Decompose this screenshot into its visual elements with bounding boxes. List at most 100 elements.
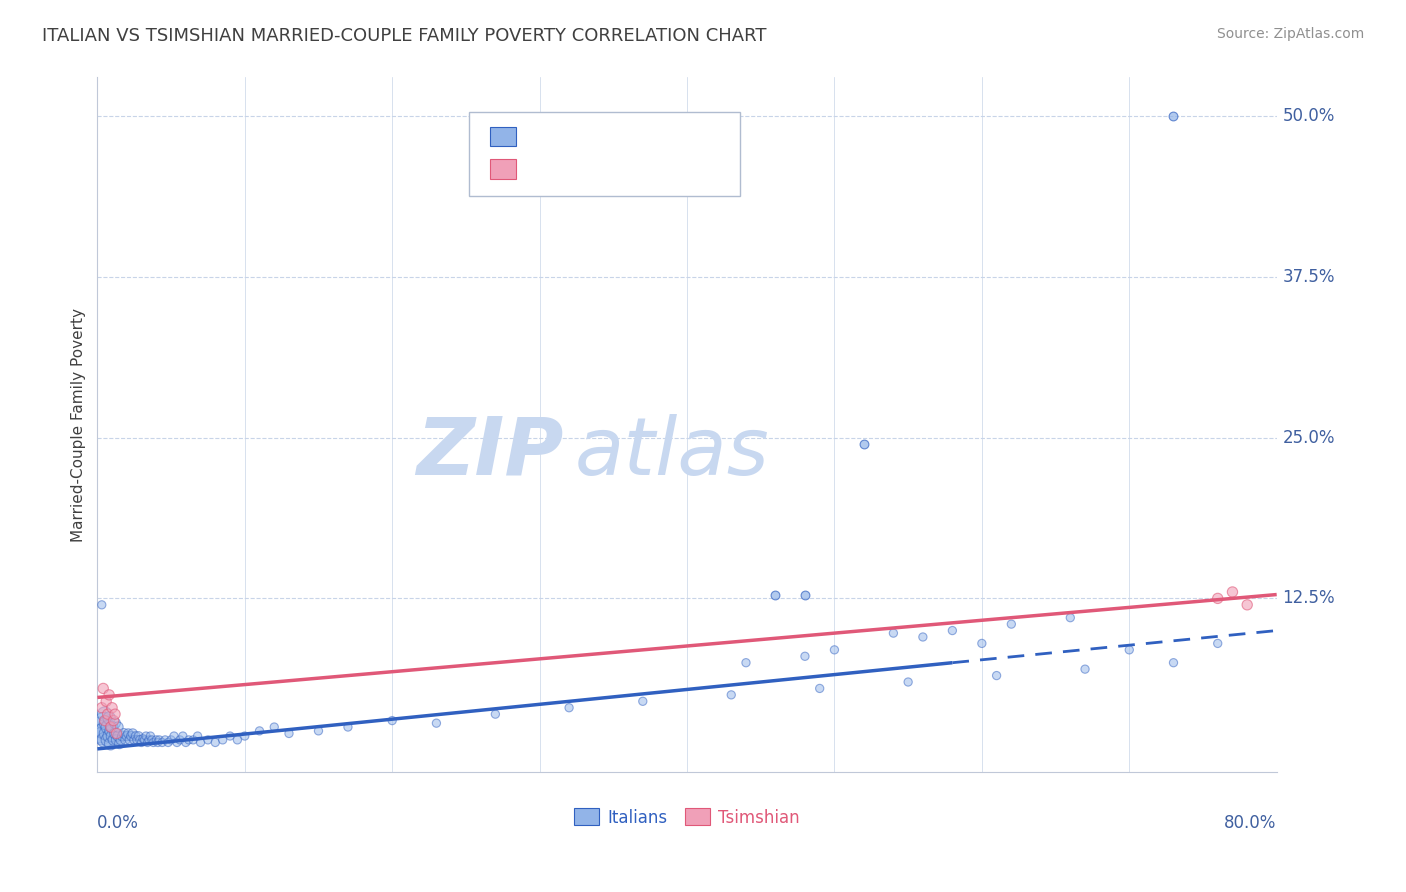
Point (169, 732, 191, 747)
Point (131, 735, 153, 749)
Point (1074, 662, 1097, 676)
Point (90, 598, 112, 612)
Point (941, 624, 963, 638)
Point (148, 732, 170, 747)
Point (970, 636, 993, 650)
Y-axis label: Married-Couple Family Poverty: Married-Couple Family Poverty (72, 308, 86, 541)
Point (631, 694, 654, 708)
Point (1163, 109, 1185, 123)
Text: 25.0%: 25.0% (1282, 429, 1336, 447)
Point (226, 732, 249, 747)
Point (100, 737, 122, 751)
Point (127, 732, 149, 747)
Text: 37.5%: 37.5% (1282, 268, 1336, 285)
Bar (491, 127, 516, 146)
Point (153, 732, 176, 747)
Point (160, 732, 183, 747)
Point (249, 723, 271, 738)
Point (808, 681, 831, 696)
Legend: Italians, Tsimshian: Italians, Tsimshian (568, 802, 806, 833)
Point (90, 729, 112, 743)
Point (911, 630, 934, 644)
Point (105, 726, 128, 740)
Point (1236, 598, 1258, 612)
Point (93, 707, 115, 722)
Point (986, 668, 1008, 682)
Point (96, 694, 118, 708)
Point (720, 688, 742, 702)
Point (139, 729, 162, 743)
Text: 0.0%: 0.0% (97, 814, 139, 831)
Point (146, 735, 169, 749)
Text: Source: ZipAtlas.com: Source: ZipAtlas.com (1216, 27, 1364, 41)
Point (1118, 643, 1140, 657)
Text: N = 14: N = 14 (616, 161, 679, 178)
Text: ZIP: ZIP (416, 414, 564, 491)
Point (97, 707, 120, 722)
Point (107, 720, 129, 734)
Point (97, 720, 120, 734)
Point (91, 681, 114, 696)
Point (897, 675, 920, 690)
Point (118, 732, 141, 747)
Point (882, 626, 904, 640)
Point (101, 720, 124, 734)
Point (425, 716, 447, 731)
Point (278, 726, 301, 740)
Point (103, 714, 125, 728)
Point (115, 729, 138, 743)
Text: 50.0%: 50.0% (1282, 107, 1334, 125)
Point (125, 729, 148, 743)
Point (97, 732, 120, 747)
Point (122, 732, 145, 747)
Point (381, 714, 404, 728)
Point (114, 732, 136, 747)
Point (166, 735, 188, 749)
Point (108, 737, 131, 751)
Point (110, 732, 132, 747)
Point (163, 729, 186, 743)
Point (157, 735, 180, 749)
Text: 80.0%: 80.0% (1225, 814, 1277, 831)
Point (117, 726, 139, 740)
Point (336, 720, 359, 734)
Point (96, 726, 118, 740)
Point (177, 732, 200, 747)
Point (219, 729, 242, 743)
Point (93, 714, 115, 728)
Point (112, 726, 135, 740)
Point (91, 714, 114, 728)
Point (308, 723, 330, 738)
Point (1206, 636, 1229, 650)
Point (145, 732, 167, 747)
Point (98, 711, 121, 725)
Point (142, 735, 165, 749)
Point (141, 732, 163, 747)
Point (101, 729, 124, 743)
Text: 12.5%: 12.5% (1282, 590, 1336, 607)
Point (174, 735, 197, 749)
Point (134, 732, 156, 747)
Point (107, 729, 129, 743)
Point (98, 688, 121, 702)
Text: ITALIAN VS TSIMSHIAN MARRIED-COUPLE FAMILY POVERTY CORRELATION CHART: ITALIAN VS TSIMSHIAN MARRIED-COUPLE FAMI… (42, 27, 766, 45)
Point (1163, 656, 1185, 670)
Point (735, 656, 758, 670)
Point (100, 720, 122, 734)
Text: R = 0.473: R = 0.473 (534, 161, 617, 178)
Point (823, 643, 845, 657)
Point (129, 732, 152, 747)
Point (558, 700, 581, 714)
Point (852, 437, 875, 451)
Point (121, 726, 143, 740)
Point (104, 726, 127, 740)
Point (1059, 610, 1081, 624)
Point (1000, 617, 1022, 632)
Point (181, 732, 204, 747)
Point (190, 735, 212, 749)
FancyBboxPatch shape (468, 112, 740, 195)
Point (104, 707, 127, 722)
Point (132, 731, 155, 746)
Point (87, 720, 110, 734)
Point (211, 732, 233, 747)
